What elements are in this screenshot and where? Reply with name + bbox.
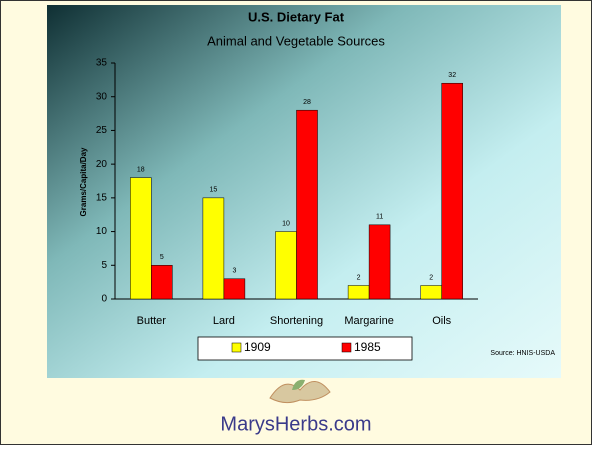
chart-subtitle: Animal and Vegetable Sources: [207, 33, 385, 48]
data-label: 10: [282, 220, 290, 227]
source-note: Source: HNIS-USDA: [490, 350, 555, 357]
bar: [224, 279, 245, 299]
x-tick-label: Oils: [432, 315, 451, 327]
y-tick-label: 30: [96, 91, 108, 102]
bar: [442, 83, 463, 299]
legend-label: 1909: [244, 340, 271, 354]
data-label: 18: [137, 166, 145, 173]
legend-swatch: [342, 343, 351, 352]
y-tick-label: 5: [101, 260, 107, 271]
legend-swatch: [232, 343, 241, 352]
bar: [421, 286, 442, 299]
y-tick-label: 35: [96, 58, 108, 69]
bar: [203, 198, 224, 299]
x-tick-label: Lard: [213, 315, 235, 327]
data-label: 28: [303, 99, 311, 106]
legend-label: 1985: [354, 340, 381, 354]
footer-brand: MarysHerbs.com: [220, 413, 371, 435]
chart-title: U.S. Dietary Fat: [248, 9, 345, 24]
y-tick-label: 0: [101, 294, 107, 305]
y-tick-label: 10: [96, 226, 108, 237]
data-label: 2: [429, 274, 433, 281]
data-label: 15: [210, 187, 218, 194]
y-axis-label: Grams/Capita/Day: [79, 147, 88, 216]
bar: [276, 232, 297, 299]
y-tick-label: 25: [96, 125, 108, 136]
data-label: 2: [357, 274, 361, 281]
bar: [369, 225, 390, 299]
x-tick-label: Margarine: [344, 315, 394, 327]
y-tick-label: 20: [96, 159, 108, 170]
slide: U.S. Dietary Fat Animal and Vegetable So…: [0, 0, 592, 445]
bar: [151, 265, 172, 299]
y-tick-label: 15: [96, 192, 108, 203]
bar: [297, 110, 318, 299]
x-tick-label: Shortening: [270, 315, 323, 327]
bar: [348, 286, 369, 299]
bar: [130, 178, 151, 299]
data-label: 32: [448, 72, 456, 79]
data-label: 3: [232, 268, 236, 275]
data-label: 5: [160, 254, 164, 261]
data-label: 11: [376, 214, 383, 221]
x-tick-label: Butter: [137, 315, 167, 327]
